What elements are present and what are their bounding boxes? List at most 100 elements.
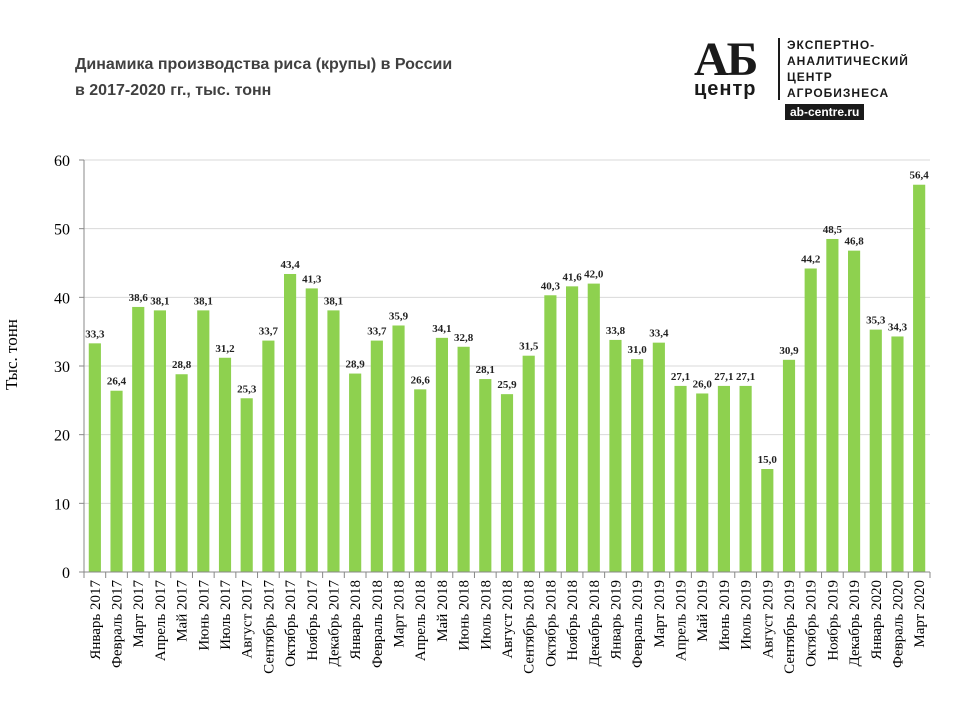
data-label: 38,6 (129, 292, 149, 304)
data-label: 34,3 (888, 321, 908, 333)
x-tick-label: Май 2018 (435, 580, 451, 642)
bar (305, 288, 318, 572)
x-tick-label: Август 2017 (240, 580, 256, 659)
data-label: 42,0 (584, 269, 604, 281)
data-label: 25,9 (497, 379, 517, 391)
data-label: 56,4 (910, 170, 930, 182)
data-label: 35,3 (866, 315, 886, 327)
bar (782, 359, 796, 572)
x-tick-label: Январь 2017 (88, 580, 104, 660)
y-axis-ticks: 0 10 20 30 40 50 60 (54, 153, 84, 582)
bar (522, 355, 535, 572)
bar (696, 393, 709, 572)
x-tick-label: Май 2019 (695, 580, 711, 642)
x-tick-label: Октябрь 2017 (283, 580, 299, 667)
bar (891, 336, 904, 572)
data-label: 27,1 (671, 371, 690, 383)
x-tick-label: Февраль 2019 (630, 580, 646, 668)
x-tick-label: Февраль 2017 (110, 580, 126, 668)
data-label: 31,2 (215, 343, 235, 355)
data-label: 33,8 (606, 325, 626, 337)
bar (652, 342, 665, 572)
x-axis-ticks: Январь 2017 Февраль 2017 Март 2017 Апрель 2… (83, 572, 931, 674)
data-label: 41,6 (562, 271, 582, 283)
data-label: 41,3 (302, 273, 322, 285)
x-tick-label: Июнь 2017 (196, 580, 212, 651)
bar (848, 250, 861, 572)
bar (566, 286, 579, 572)
logo-text: ЭКСПЕРТНО- АНАЛИТИЧЕСКИЙ ЦЕНТР АГРОБИЗНЕ… (787, 37, 909, 101)
data-label: 15,0 (758, 454, 778, 466)
data-label: 32,8 (454, 332, 474, 344)
x-tick-label: Июль 2017 (218, 580, 234, 650)
bar (544, 295, 557, 572)
data-label: 27,1 (714, 371, 733, 383)
x-tick-label: Март 2018 (392, 580, 408, 648)
logo-text-line1: ЭКСПЕРТНО- (787, 38, 876, 52)
x-tick-label: Май 2017 (175, 580, 191, 642)
x-tick-label: Апрель 2017 (153, 580, 169, 662)
x-tick-label: Август 2019 (760, 580, 776, 659)
x-tick-label: Ноябрь 2019 (825, 580, 841, 661)
x-tick-label: Сентябрь 2017 (261, 580, 277, 674)
data-label: 26,6 (411, 374, 431, 386)
x-tick-label: Март 2019 (652, 580, 668, 648)
data-label: 31,5 (519, 341, 539, 353)
data-label: 46,8 (844, 236, 864, 248)
chart-title-line1: Динамика производства риса (крупы) в Рос… (75, 56, 453, 73)
y-tick-label: 40 (54, 290, 70, 307)
data-label: 38,1 (194, 295, 213, 307)
logo-mark-sub: центр (694, 78, 757, 100)
x-tick-label: Октябрь 2019 (804, 580, 820, 667)
x-tick-label: Декабрь 2018 (587, 580, 603, 667)
data-label: 38,1 (150, 295, 169, 307)
data-label: 28,9 (346, 359, 366, 371)
y-tick-label: 60 (54, 153, 70, 170)
bar (240, 398, 253, 572)
y-tick-label: 10 (54, 496, 70, 513)
data-label: 48,5 (823, 224, 843, 236)
data-label: 33,4 (649, 328, 669, 340)
data-label: 44,2 (801, 253, 821, 265)
y-tick-label: 30 (54, 359, 70, 376)
bar (717, 385, 730, 572)
data-label: 33,3 (85, 328, 105, 340)
data-label: 38,1 (324, 295, 343, 307)
bars (88, 184, 926, 572)
x-tick-label: Июнь 2018 (457, 580, 473, 651)
x-tick-label: Январь 2018 (348, 580, 364, 660)
y-tick-label: 50 (54, 222, 70, 239)
bar (284, 273, 297, 572)
data-label: 35,9 (389, 310, 409, 322)
bar (132, 306, 145, 572)
logo-text-line2: АНАЛИТИЧЕСКИЙ (787, 54, 909, 68)
bar (349, 373, 362, 572)
bar (370, 340, 383, 572)
bar (457, 346, 470, 572)
bar (479, 379, 492, 572)
logo-divider (778, 38, 780, 100)
x-tick-label: Февраль 2020 (890, 580, 906, 668)
bar (218, 357, 232, 572)
y-tick-label: 0 (62, 565, 70, 582)
bar (869, 329, 882, 572)
x-tick-label: Август 2018 (500, 580, 516, 659)
ab-centre-logo: АБ центр ЭКСПЕРТНО- АНАЛИТИЧЕСКИЙ ЦЕНТР … (690, 36, 935, 122)
bar (500, 394, 514, 572)
bar (739, 385, 752, 572)
bar (262, 340, 275, 572)
bar (153, 310, 166, 572)
logo-text-line4: АГРОБИЗНЕСА (787, 86, 890, 100)
x-tick-label: Октябрь 2018 (543, 580, 559, 667)
y-tick-label: 20 (54, 428, 70, 445)
bar (826, 238, 839, 572)
logo-site: ab-centre.ru (785, 104, 865, 120)
bar (587, 283, 600, 572)
bar (110, 390, 123, 572)
data-label: 43,4 (280, 259, 300, 271)
x-tick-label: Июль 2018 (478, 580, 494, 650)
data-labels: 33,326,438,6 38,128,838,131,225,333,743,4… (85, 170, 929, 466)
x-tick-label: Ноябрь 2017 (305, 580, 321, 661)
data-label: 40,3 (541, 280, 561, 292)
